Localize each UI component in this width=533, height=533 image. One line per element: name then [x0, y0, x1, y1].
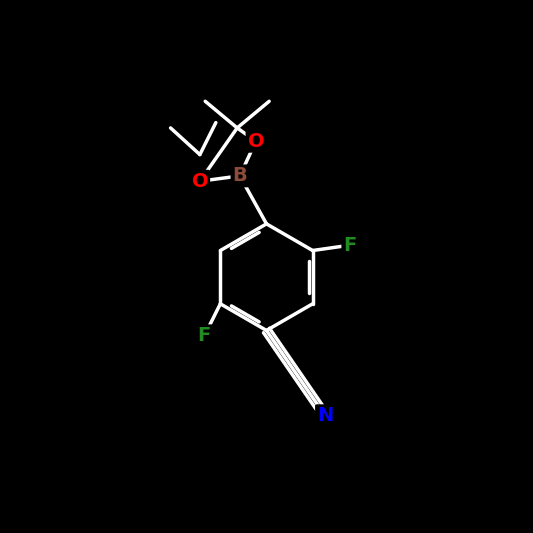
Text: N: N	[317, 406, 333, 425]
Text: F: F	[198, 326, 211, 345]
Text: F: F	[343, 236, 357, 255]
Text: O: O	[191, 172, 208, 191]
Text: O: O	[247, 132, 264, 151]
Text: B: B	[232, 166, 247, 185]
